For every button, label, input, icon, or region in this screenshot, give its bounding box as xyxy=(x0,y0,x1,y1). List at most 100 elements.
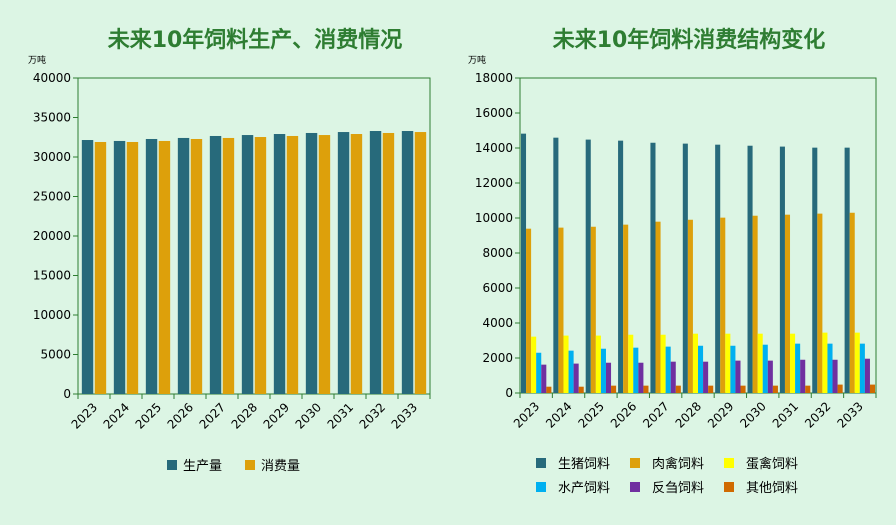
legend-label: 消费量 xyxy=(261,459,300,474)
bar-生猪饲料-2026 xyxy=(618,140,624,393)
x-tick-label: 2028 xyxy=(673,399,704,430)
bar-生猪饲料-2023 xyxy=(520,133,527,393)
x-tick-label: 2024 xyxy=(543,399,574,430)
bar-其他饲料-2023 xyxy=(546,386,552,393)
bar-蛋禽饲料-2026 xyxy=(628,334,634,393)
bar-消费量-2032 xyxy=(382,132,395,394)
bar-反刍饲料-2028 xyxy=(703,361,709,393)
bar-肉禽饲料-2026 xyxy=(623,224,629,393)
bar-水产饲料-2025 xyxy=(600,348,606,393)
y-tick-label: 40000 xyxy=(33,71,71,85)
bar-消费量-2031 xyxy=(350,134,363,395)
bar-其他饲料-2029 xyxy=(740,385,746,393)
bar-生猪饲料-2033 xyxy=(844,147,850,393)
legend-swatch xyxy=(630,458,640,468)
y-tick-label: 2000 xyxy=(482,351,513,365)
legend-label: 水产饲料 xyxy=(558,481,610,496)
legend-item: 消费量 xyxy=(245,459,300,474)
bar-生猪饲料-2029 xyxy=(715,144,721,393)
bar-水产饲料-2029 xyxy=(730,345,736,393)
y-tick-label: 0 xyxy=(63,387,71,401)
bar-水产饲料-2023 xyxy=(536,352,542,393)
bar-消费量-2033 xyxy=(414,132,427,394)
bar-其他饲料-2027 xyxy=(675,385,681,393)
legend-label: 肉禽饲料 xyxy=(652,456,704,472)
y-tick-label: 16000 xyxy=(475,106,513,120)
y-tick-label: 10000 xyxy=(475,211,513,225)
y-tick-label: 5000 xyxy=(40,348,71,362)
bar-消费量-2026 xyxy=(190,138,203,394)
x-tick-label: 2029 xyxy=(705,399,736,430)
y-tick-label: 18000 xyxy=(475,71,513,85)
bar-水产饲料-2026 xyxy=(633,347,639,393)
legend-item: 生产量 xyxy=(167,459,222,474)
bar-消费量-2024 xyxy=(126,141,139,394)
y-tick-label: 6000 xyxy=(482,281,513,295)
y-tick-label: 14000 xyxy=(475,141,513,155)
chart-title: 未来10年饲料生产、消费情况 xyxy=(108,27,403,53)
y-tick-label: 4000 xyxy=(482,316,513,330)
legend-label: 反刍饲料 xyxy=(652,481,704,496)
legend-item: 水产饲料 xyxy=(536,481,610,496)
bar-蛋禽饲料-2029 xyxy=(725,333,731,393)
bar-其他饲料-2031 xyxy=(805,385,811,393)
y-tick-label: 30000 xyxy=(33,150,71,164)
bar-生产量-2025 xyxy=(145,138,158,394)
y-tick-label: 20000 xyxy=(33,229,71,243)
x-tick-label: 2026 xyxy=(165,400,196,431)
legend-item: 反刍饲料 xyxy=(630,481,704,496)
bar-消费量-2025 xyxy=(158,140,171,394)
bar-蛋禽饲料-2028 xyxy=(692,333,698,393)
x-tick-label: 2031 xyxy=(770,399,801,430)
bar-反刍饲料-2025 xyxy=(605,362,612,393)
x-tick-label: 2033 xyxy=(834,399,865,430)
legend-item: 肉禽饲料 xyxy=(630,456,704,472)
bar-反刍饲料-2031 xyxy=(800,359,806,393)
legend-label: 其他饲料 xyxy=(746,481,798,496)
x-tick-label: 2028 xyxy=(229,400,260,431)
legend-label: 生猪饲料 xyxy=(558,457,610,472)
bar-蛋禽饲料-2030 xyxy=(757,333,763,393)
x-tick-label: 2025 xyxy=(133,400,164,431)
legend-item: 蛋禽饲料 xyxy=(724,456,798,472)
bar-蛋禽饲料-2027 xyxy=(660,334,666,393)
bar-肉禽饲料-2030 xyxy=(752,215,758,393)
x-tick-label: 2024 xyxy=(101,400,132,431)
bar-其他饲料-2028 xyxy=(708,385,714,393)
bar-反刍饲料-2027 xyxy=(670,361,676,393)
legend-swatch xyxy=(536,482,546,492)
bar-反刍饲料-2023 xyxy=(541,364,547,393)
bar-水产饲料-2027 xyxy=(665,346,671,393)
bar-蛋禽饲料-2025 xyxy=(595,335,601,393)
bar-肉禽饲料-2027 xyxy=(655,221,661,393)
y-tick-label: 0 xyxy=(505,386,513,400)
bar-肉禽饲料-2031 xyxy=(784,214,791,393)
x-tick-label: 2033 xyxy=(389,400,420,431)
bar-生产量-2027 xyxy=(209,135,222,394)
x-tick-label: 2023 xyxy=(69,400,100,431)
bar-蛋禽饲料-2033 xyxy=(854,332,860,393)
y-tick-label: 35000 xyxy=(33,111,71,125)
bar-生猪饲料-2025 xyxy=(585,139,591,393)
bar-其他饲料-2033 xyxy=(869,384,876,393)
y-unit-label: 万吨 xyxy=(468,54,486,66)
bar-肉禽饲料-2032 xyxy=(817,213,823,393)
bar-肉禽饲料-2023 xyxy=(526,228,532,393)
bar-蛋禽饲料-2031 xyxy=(790,333,796,393)
x-tick-label: 2025 xyxy=(576,399,607,430)
bar-其他饲料-2030 xyxy=(772,385,778,393)
bar-生猪饲料-2032 xyxy=(812,147,818,393)
bar-其他饲料-2032 xyxy=(837,384,843,393)
bar-消费量-2029 xyxy=(286,135,299,394)
bar-肉禽饲料-2025 xyxy=(590,226,596,393)
bar-生产量-2023 xyxy=(81,140,94,394)
legend-label: 蛋禽饲料 xyxy=(746,456,798,472)
bar-生产量-2033 xyxy=(401,131,414,394)
legend-label: 生产量 xyxy=(183,459,222,474)
x-tick-label: 2032 xyxy=(802,399,833,430)
y-tick-label: 25000 xyxy=(33,190,71,204)
bar-反刍饲料-2033 xyxy=(864,358,870,393)
